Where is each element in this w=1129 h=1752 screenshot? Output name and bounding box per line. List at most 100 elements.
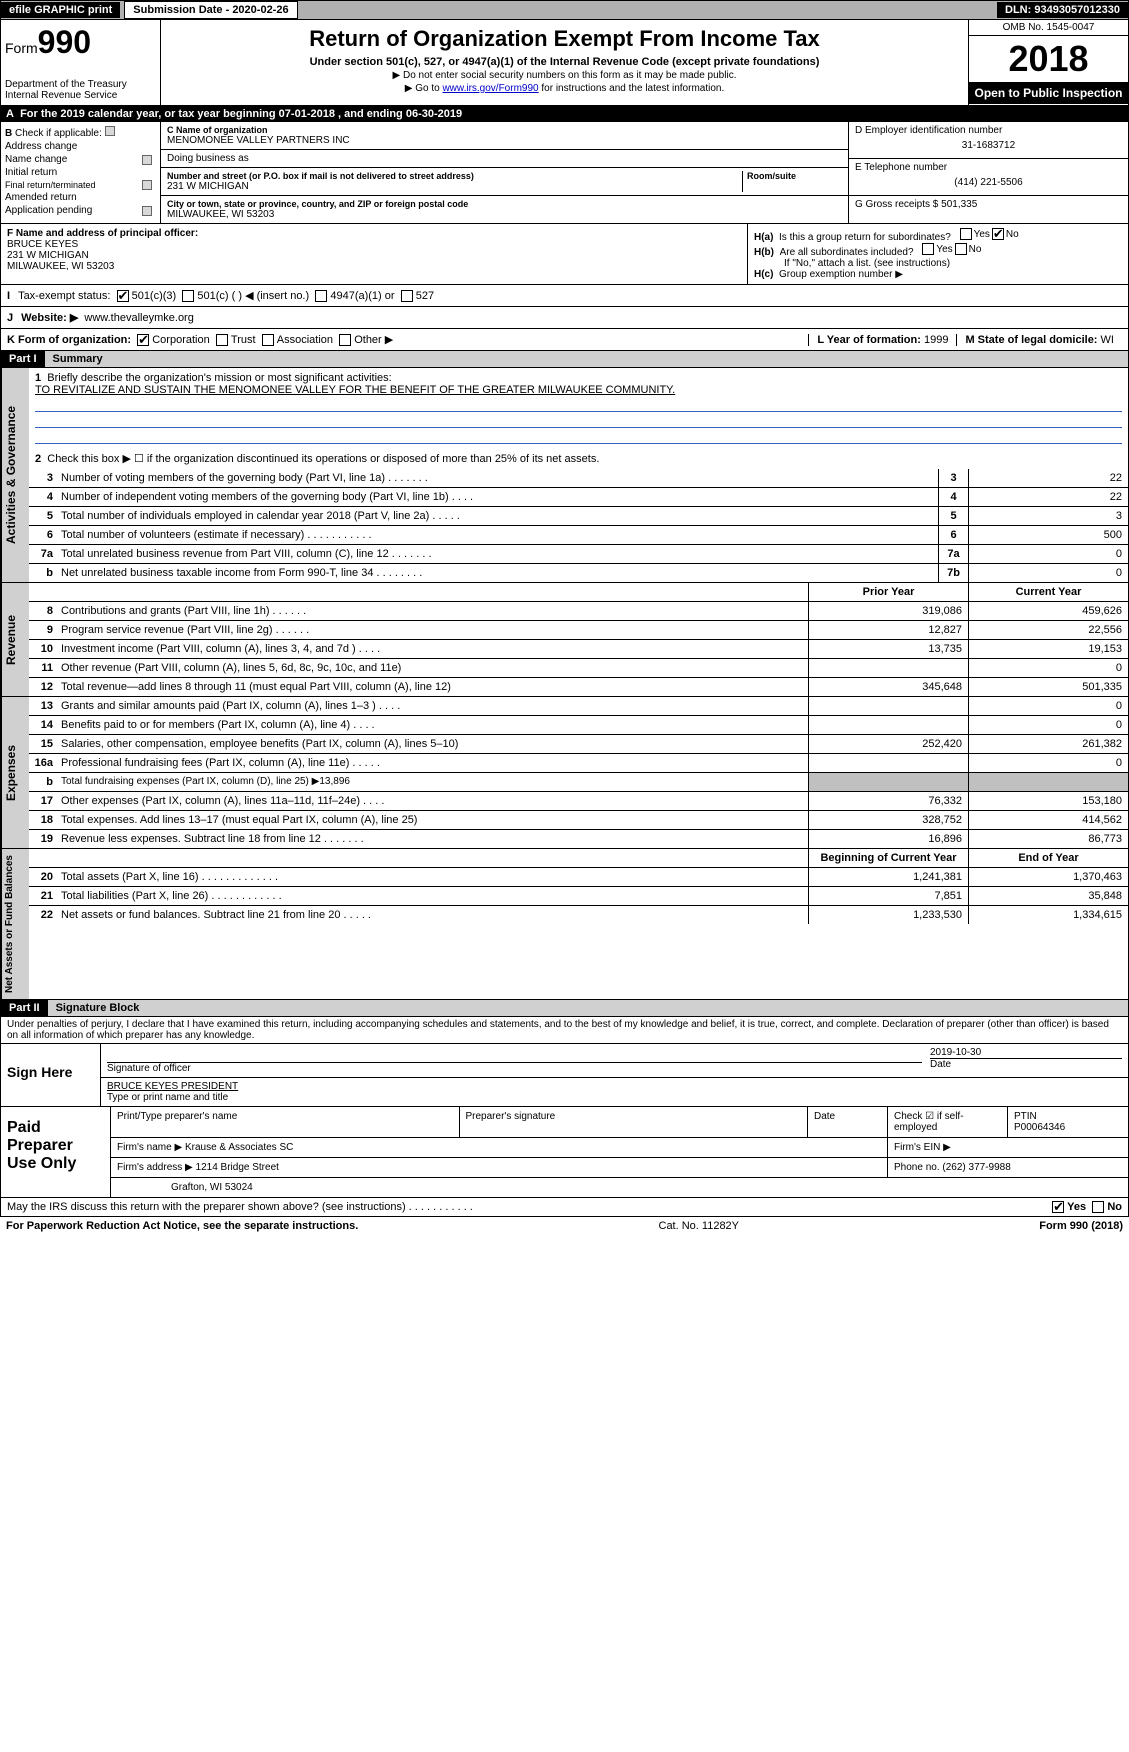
part2-header: Part II Signature Block bbox=[0, 1000, 1129, 1017]
line-val: 3 bbox=[968, 507, 1128, 525]
ptin-lbl: PTIN bbox=[1014, 1111, 1037, 1122]
firm-addr2: Grafton, WI 53024 bbox=[111, 1178, 1128, 1197]
checkbox[interactable] bbox=[955, 243, 967, 255]
sig-officer-row: Signature of officer 2019-10-30 Date bbox=[101, 1044, 1128, 1078]
checkbox[interactable] bbox=[992, 228, 1004, 240]
gray-cell bbox=[808, 773, 968, 791]
part1-title: Summary bbox=[45, 351, 1128, 367]
b-opt: Name change bbox=[5, 154, 67, 165]
blank-line bbox=[35, 414, 1122, 428]
checkbox[interactable] bbox=[315, 290, 327, 302]
part2-title: Signature Block bbox=[48, 1000, 1128, 1016]
eoy-val: 1,334,615 bbox=[968, 906, 1128, 924]
boy-hdr: Beginning of Current Year bbox=[808, 849, 968, 867]
summary-line: b Total fundraising expenses (Part IX, c… bbox=[29, 773, 1128, 792]
line-text: Professional fundraising fees (Part IX, … bbox=[57, 754, 808, 772]
tab-expenses: Expenses bbox=[1, 697, 29, 848]
date-lbl: Date bbox=[930, 1058, 1122, 1070]
line-text: Contributions and grants (Part VIII, lin… bbox=[57, 602, 808, 620]
line-val: 22 bbox=[968, 488, 1128, 506]
tax-year: 2018 bbox=[969, 36, 1128, 82]
d-label: D Employer identification number bbox=[855, 125, 1122, 136]
instr-pre: ▶ Go to bbox=[405, 83, 443, 94]
curr-val: 153,180 bbox=[968, 792, 1128, 810]
line-num: 14 bbox=[29, 716, 57, 734]
summary-line: 9 Program service revenue (Part VIII, li… bbox=[29, 621, 1128, 640]
k-label: K Form of organization: bbox=[7, 334, 131, 346]
yes: Yes bbox=[1067, 1201, 1086, 1213]
prep-row-1: Print/Type preparer's name Preparer's si… bbox=[111, 1107, 1128, 1138]
checkbox[interactable] bbox=[922, 243, 934, 255]
city: MILWAUKEE, WI 53203 bbox=[167, 209, 842, 220]
checkbox[interactable] bbox=[401, 290, 413, 302]
curr-val: 0 bbox=[968, 716, 1128, 734]
checkbox[interactable] bbox=[216, 334, 228, 346]
summary-line: 4 Number of independent voting members o… bbox=[29, 488, 1128, 507]
f-label: F Name and address of principal officer: bbox=[7, 228, 198, 239]
b-address-change: Address change bbox=[5, 141, 156, 152]
summary-line: 19 Revenue less expenses. Subtract line … bbox=[29, 830, 1128, 848]
line-num: 16a bbox=[29, 754, 57, 772]
cat-no: Cat. No. 11282Y bbox=[659, 1220, 740, 1232]
line-box: 7b bbox=[938, 564, 968, 582]
line-box: 7a bbox=[938, 545, 968, 563]
checkbox[interactable] bbox=[142, 206, 152, 216]
checkbox[interactable] bbox=[105, 126, 115, 136]
tab-revenue: Revenue bbox=[1, 583, 29, 696]
summary-line: 22 Net assets or fund balances. Subtract… bbox=[29, 906, 1128, 924]
checkbox[interactable] bbox=[339, 334, 351, 346]
column-b: B Check if applicable: Address change Na… bbox=[1, 122, 161, 223]
checkbox[interactable] bbox=[137, 334, 149, 346]
instr-post: for instructions and the latest informat… bbox=[539, 83, 725, 94]
m-label: M State of legal domicile: bbox=[965, 334, 1097, 346]
street-label: Number and street (or P.O. box if mail i… bbox=[167, 171, 742, 181]
row-klm: K Form of organization: Corporation Trus… bbox=[0, 329, 1129, 351]
exp-lines: 13 Grants and similar amounts paid (Part… bbox=[29, 697, 1128, 848]
city-cell: City or town, state or province, country… bbox=[161, 196, 848, 223]
b-name-change: Name change bbox=[5, 154, 156, 165]
checkbox[interactable] bbox=[182, 290, 194, 302]
name-title-row: BRUCE KEYES PRESIDENT Type or print name… bbox=[101, 1078, 1128, 1106]
irs-link[interactable]: www.irs.gov/Form990 bbox=[442, 83, 538, 94]
officer-name: BRUCE KEYES bbox=[7, 239, 78, 250]
blank-line bbox=[35, 398, 1122, 412]
line-text: Total unrelated business revenue from Pa… bbox=[57, 545, 938, 563]
c-name-label: C Name of organization bbox=[167, 125, 842, 135]
line-text: Benefits paid to or for members (Part IX… bbox=[57, 716, 808, 734]
rev-block: Revenue Prior Year Current Year 8 Contri… bbox=[0, 583, 1129, 697]
line-val: 500 bbox=[968, 526, 1128, 544]
instr-link: ▶ Go to www.irs.gov/Form990 for instruct… bbox=[167, 83, 962, 94]
checkbox[interactable] bbox=[142, 180, 152, 190]
line-box: 5 bbox=[938, 507, 968, 525]
501c: 501(c) ( ) ◀ (insert no.) bbox=[197, 289, 309, 302]
name-title-lbl: Type or print name and title bbox=[107, 1092, 1122, 1103]
checkbox[interactable] bbox=[262, 334, 274, 346]
officer-name-title: BRUCE KEYES PRESIDENT bbox=[107, 1081, 1122, 1092]
hc-text: Group exemption number ▶ bbox=[779, 269, 903, 280]
prior-val: 319,086 bbox=[808, 602, 968, 620]
line-num: 3 bbox=[29, 469, 57, 487]
line-num: 7a bbox=[29, 545, 57, 563]
checkbox[interactable] bbox=[142, 155, 152, 165]
form-id-box: Form990 Department of the Treasury Inter… bbox=[1, 20, 161, 105]
checkbox[interactable] bbox=[960, 228, 972, 240]
b-pending: Application pending bbox=[5, 205, 156, 216]
line-num: 13 bbox=[29, 697, 57, 715]
line-box: 6 bbox=[938, 526, 968, 544]
prior-val: 13,735 bbox=[808, 640, 968, 658]
k-trust: Trust bbox=[231, 334, 256, 346]
firm-name-lbl: Firm's name ▶ bbox=[117, 1142, 182, 1153]
eoy-hdr: End of Year bbox=[968, 849, 1128, 867]
g-label: G Gross receipts $ bbox=[855, 199, 938, 210]
checkbox[interactable] bbox=[1052, 1201, 1064, 1213]
phone: (414) 221-5506 bbox=[855, 173, 1122, 192]
checkbox[interactable] bbox=[1092, 1201, 1104, 1213]
phone-cell: E Telephone number (414) 221-5506 bbox=[849, 159, 1128, 196]
prior-val: 345,648 bbox=[808, 678, 968, 696]
checkbox[interactable] bbox=[117, 290, 129, 302]
l-label: L Year of formation: bbox=[817, 334, 921, 346]
firm-addr-lbl: Firm's address ▶ bbox=[117, 1162, 193, 1173]
line-text: Number of independent voting members of … bbox=[57, 488, 938, 506]
summary-line: 5 Total number of individuals employed i… bbox=[29, 507, 1128, 526]
prior-val: 76,332 bbox=[808, 792, 968, 810]
